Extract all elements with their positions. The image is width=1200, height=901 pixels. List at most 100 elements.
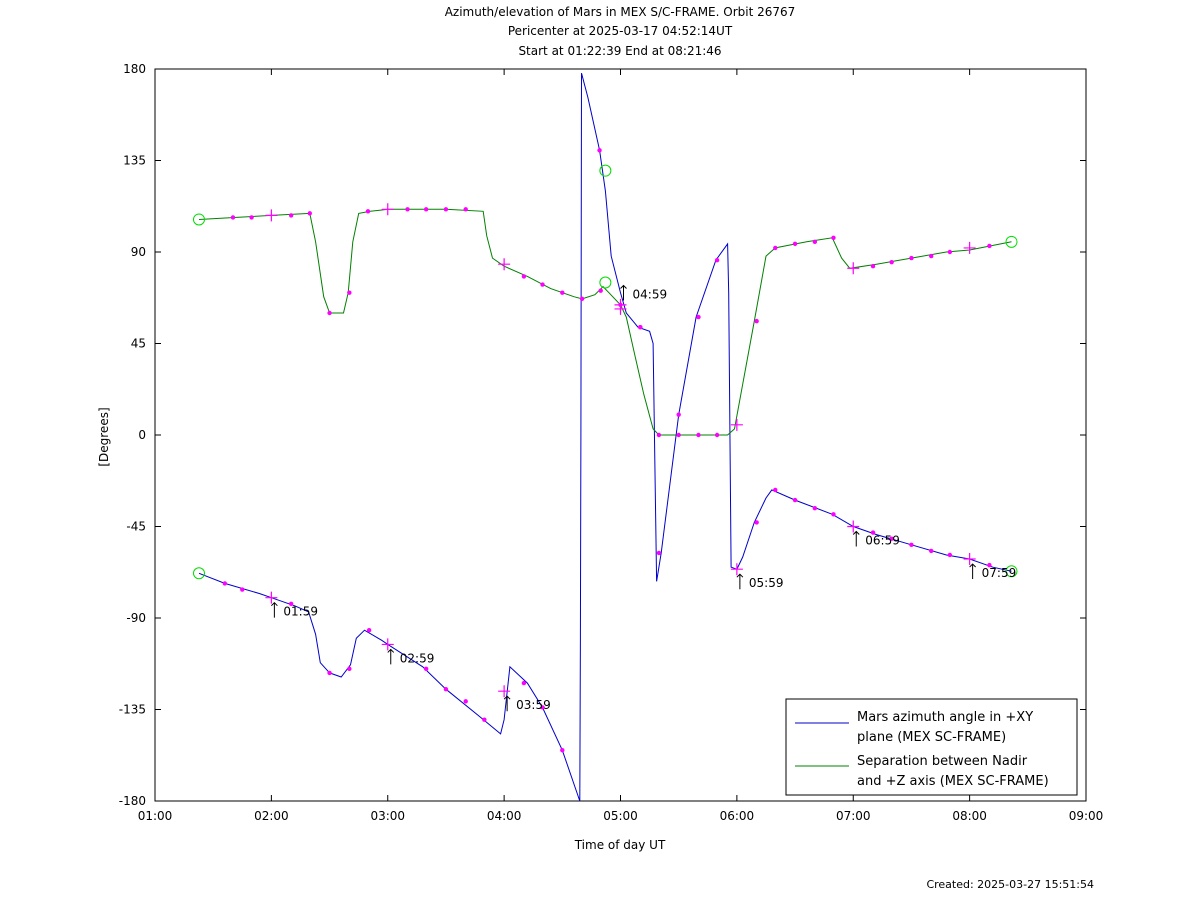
sample-dot xyxy=(754,520,759,525)
y-tick-label: -45 xyxy=(126,520,146,534)
sample-dot xyxy=(366,628,372,633)
legend-label-azimuth-line-1: Mars azimuth angle in +XY xyxy=(857,710,1033,725)
legend-label-separation-line-1: Separation between Nadir xyxy=(857,754,1028,769)
legend: Mars azimuth angle in +XY plane (MEX SC-… xyxy=(785,698,1078,796)
x-tick-label: 08:00 xyxy=(952,809,987,823)
sample-dot xyxy=(812,239,818,245)
sample-dot xyxy=(463,207,468,212)
time-annotation-arrow xyxy=(969,563,976,580)
time-annotation-label: 07:59 xyxy=(982,566,1017,580)
event-circle-marker xyxy=(1005,565,1018,578)
sample-dot xyxy=(540,282,545,287)
sample-dot xyxy=(482,717,487,722)
x-tick-label: 04:00 xyxy=(487,809,522,823)
sample-dot xyxy=(909,255,914,261)
sample-dot xyxy=(405,207,410,212)
sample-dot xyxy=(889,259,894,265)
time-annotation-arrow xyxy=(620,284,627,301)
sample-dot xyxy=(754,318,759,324)
x-tick-label: 05:00 xyxy=(603,809,638,823)
legend-box xyxy=(785,698,1078,796)
hour-cross-marker xyxy=(847,520,860,533)
sample-dot xyxy=(249,215,254,220)
event-circle-marker xyxy=(599,276,612,289)
time-annotation-arrow xyxy=(736,573,744,590)
event-circle-marker xyxy=(599,164,612,177)
time-annotation-label: 02:59 xyxy=(400,651,435,665)
sample-dot xyxy=(423,666,429,672)
sample-dot xyxy=(222,581,228,586)
hour-cross-marker xyxy=(381,638,394,651)
y-tick-label: -90 xyxy=(126,611,146,625)
sample-dot xyxy=(560,290,565,295)
x-axis-label: Time of day UT xyxy=(574,838,666,852)
sample-dot xyxy=(676,432,681,438)
sample-dot xyxy=(463,699,468,704)
sample-dot xyxy=(947,552,953,558)
sample-dot xyxy=(987,562,992,568)
event-circle-marker xyxy=(1005,235,1018,248)
sample-dot xyxy=(889,536,894,541)
sample-dot xyxy=(230,215,236,220)
time-annotation-label: 06:59 xyxy=(865,534,900,548)
sample-dot xyxy=(676,412,681,417)
time-annotation-label: 03:59 xyxy=(516,698,551,712)
x-tick-label: 02:00 xyxy=(254,809,289,823)
y-axis-label: [Degrees] xyxy=(97,407,111,466)
sample-dot xyxy=(812,506,818,511)
hour-cross-marker xyxy=(963,553,976,566)
sample-dot xyxy=(365,209,371,214)
hour-cross-marker xyxy=(730,418,743,431)
hour-cross-marker xyxy=(381,203,394,216)
time-annotation-label: 01:59 xyxy=(283,605,318,619)
y-tick-label: 90 xyxy=(131,245,146,259)
sample-dot xyxy=(870,264,876,269)
sample-dot xyxy=(443,686,449,692)
plot-frame xyxy=(154,68,1087,802)
sample-dot xyxy=(560,747,565,753)
sample-dot xyxy=(929,548,934,554)
time-annotation-arrow xyxy=(503,695,511,712)
sample-dot xyxy=(696,314,701,320)
sample-dot xyxy=(443,207,449,212)
sample-dot xyxy=(714,432,720,438)
x-tick-label: 07:00 xyxy=(836,809,871,823)
hour-cross-marker xyxy=(498,258,511,271)
sample-dot xyxy=(929,253,934,259)
sample-dot xyxy=(521,680,527,686)
chart-title-line-2: Pericenter at 2025-03-17 04:52:14UT xyxy=(507,24,733,38)
created-timestamp: Created: 2025-03-27 15:51:54 xyxy=(926,878,1094,891)
series-line-1 xyxy=(198,208,1012,436)
event-circle-marker xyxy=(192,213,205,226)
legend-label-azimuth-line-2: plane (MEX SC-FRAME) xyxy=(857,730,1006,745)
sample-dot xyxy=(347,666,352,672)
sample-dot xyxy=(870,530,876,535)
sample-dot xyxy=(638,325,643,330)
sample-dot xyxy=(597,148,602,153)
time-annotation-arrow xyxy=(271,601,278,618)
sample-dot xyxy=(347,290,352,295)
sample-dot xyxy=(773,487,778,493)
sample-dot xyxy=(240,587,245,592)
sample-dot xyxy=(909,542,914,547)
hour-cross-marker xyxy=(614,298,627,311)
y-tick-label: 180 xyxy=(123,62,146,76)
sample-dot xyxy=(288,601,294,606)
hour-cross-marker xyxy=(730,563,743,576)
sample-dot xyxy=(521,274,527,279)
hour-cross-marker xyxy=(847,262,860,275)
y-tick-label: 0 xyxy=(138,428,146,442)
sample-dot xyxy=(598,288,603,293)
legend-label-separation-line-2: and +Z axis (MEX SC-FRAME) xyxy=(857,774,1049,789)
sample-dot xyxy=(327,310,332,316)
chart-title-line-1: Azimuth/elevation of Mars in MEX S/C-FRA… xyxy=(444,5,796,19)
y-tick-label: -135 xyxy=(119,703,146,717)
sample-dot xyxy=(579,296,585,301)
hour-cross-marker xyxy=(265,591,278,604)
chart-title-line-3: Start at 01:22:39 End at 08:21:46 xyxy=(518,44,722,58)
sample-dot xyxy=(656,550,662,556)
axes: 01:00 02:00 03:00 04:00 05:00 06:00 07:00 08:00… xyxy=(119,62,1104,823)
sample-dot xyxy=(423,207,429,212)
plot-area xyxy=(198,72,1012,802)
